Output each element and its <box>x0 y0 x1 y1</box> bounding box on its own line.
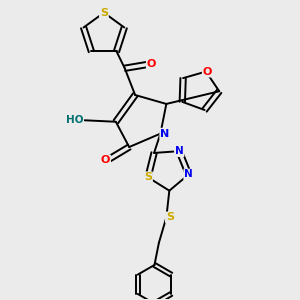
Text: S: S <box>100 8 108 18</box>
Text: O: O <box>147 59 156 69</box>
Text: S: S <box>144 172 152 182</box>
Text: O: O <box>101 155 110 165</box>
Text: S: S <box>166 212 174 222</box>
Text: N: N <box>175 146 184 156</box>
Text: N: N <box>184 169 193 179</box>
Text: O: O <box>203 67 212 76</box>
Text: N: N <box>160 129 170 139</box>
Text: HO: HO <box>66 115 83 125</box>
